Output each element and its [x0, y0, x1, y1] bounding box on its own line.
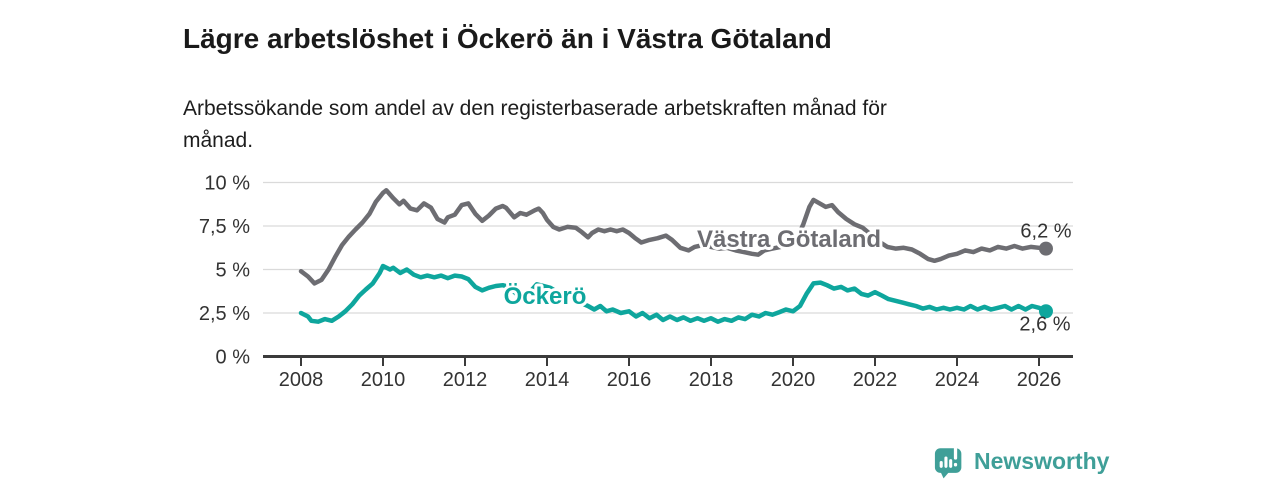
x-axis-tick-label: 2018 [689, 369, 734, 391]
x-axis-tick-label: 2024 [935, 369, 980, 391]
chart-subtitle: Arbetssökande som andel av den registerb… [183, 97, 887, 152]
x-axis-tick-label: 2012 [443, 369, 488, 391]
series-end-dot--cker- [1038, 304, 1053, 319]
x-axis-tick-label: 2010 [361, 369, 406, 391]
x-axis-tick-label: 2022 [853, 369, 898, 391]
newsworthy-logo-text: Newsworthy [974, 447, 1110, 474]
newsworthy-logo: Newsworthy [934, 443, 1109, 479]
series-label-v-stra-g-taland: Västra Götaland [697, 226, 881, 253]
series-end-value-v-stra-g-taland: 6,2 % [1020, 221, 1071, 243]
y-axis-tick-label: 0 % [216, 347, 251, 369]
x-axis-tick-label: 2014 [525, 369, 570, 391]
x-axis-tick-label: 2026 [1017, 369, 1062, 391]
series-end-value--cker-: 2,6 % [1019, 313, 1070, 335]
series-line--cker- [298, 263, 1049, 324]
x-axis-tick-label: 2008 [279, 369, 324, 391]
y-axis-tick-label: 2,5 % [199, 303, 250, 325]
x-axis-tick-label: 2020 [771, 369, 816, 391]
y-axis-tick-label: 10 % [204, 173, 250, 195]
page-title: Lägre arbetslöshet i Öckerö än i Västra … [183, 22, 832, 54]
series-end-dot-v-stra-g-taland [1038, 241, 1053, 256]
series-line-v-stra-g-taland [298, 188, 1049, 286]
y-axis-tick-label: 7,5 % [199, 216, 250, 238]
series-label--cker-: Öckerö [504, 283, 587, 310]
bar-chart-speech-bubble-icon [934, 445, 962, 479]
y-axis-tick-label: 5 % [216, 260, 251, 282]
x-axis-tick-label: 2016 [607, 369, 652, 391]
